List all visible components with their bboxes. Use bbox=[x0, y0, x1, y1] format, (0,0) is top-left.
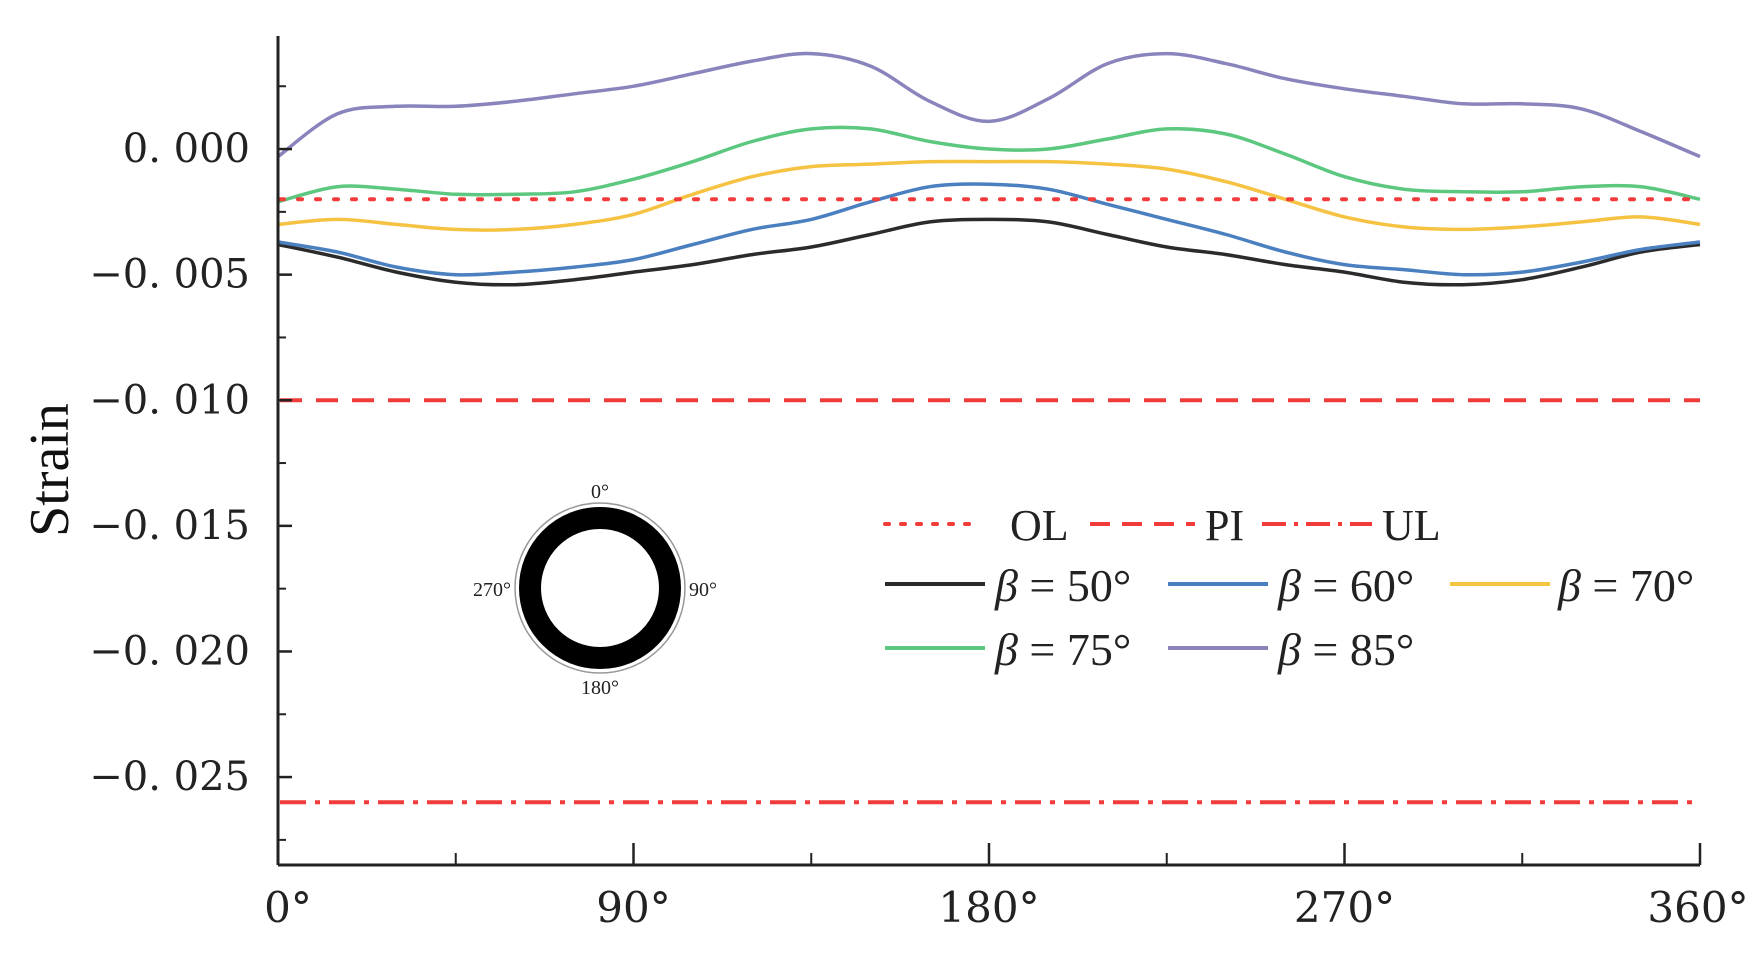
pipe-cross-section-inset: 0° 90° 180° 270° bbox=[473, 481, 717, 699]
legend-label-beta70: β = 70° bbox=[1557, 560, 1694, 611]
x-ticks: 0° 90° 180° 270° 360° bbox=[264, 843, 1749, 932]
inset-pipe-ring bbox=[519, 507, 681, 669]
x-tick-label: 90° bbox=[596, 883, 670, 932]
legend-label-beta75: β = 75° bbox=[994, 624, 1131, 675]
series-line-beta50 bbox=[277, 217, 1701, 287]
y-tick-label: −0. 015 bbox=[89, 503, 250, 549]
x-tick-label: 180° bbox=[938, 883, 1039, 932]
legend-label-ol: OL bbox=[1010, 501, 1069, 550]
y-tick-label: −0. 010 bbox=[89, 377, 250, 423]
inset-label-180: 180° bbox=[581, 677, 619, 699]
series-line-beta75 bbox=[277, 125, 1701, 204]
y-tick-label: −0. 020 bbox=[89, 628, 250, 674]
legend-label-beta60: β = 60° bbox=[1277, 560, 1414, 611]
inset-outer-circle bbox=[514, 502, 686, 674]
inset-label-90: 90° bbox=[689, 579, 717, 601]
y-axis-title: Strain bbox=[19, 403, 81, 537]
y-tick-label: −0. 005 bbox=[89, 252, 250, 298]
legend-label-ul: UL bbox=[1382, 501, 1441, 550]
legend: OL PI UL β = 50° β = 60° β = 70° β = 75°… bbox=[883, 501, 1694, 675]
y-tick-label: 0. 000 bbox=[123, 126, 250, 172]
series-line-beta85 bbox=[276, 51, 1701, 159]
y-tick-label: −0. 025 bbox=[89, 754, 250, 800]
plot-lines bbox=[276, 51, 1701, 287]
legend-label-beta50: β = 50° bbox=[994, 560, 1131, 611]
x-tick-label: 270° bbox=[1294, 883, 1395, 932]
x-tick-label: 360° bbox=[1647, 883, 1748, 932]
inset-label-0: 0° bbox=[591, 481, 609, 503]
series-line-beta60 bbox=[277, 182, 1701, 277]
legend-label-beta85: β = 85° bbox=[1277, 624, 1414, 675]
y-ticks: 0. 000 −0. 005 −0. 010 −0. 015 −0. 020 −0. 02… bbox=[89, 85, 292, 841]
reference-lines bbox=[278, 197, 1702, 805]
x-tick-label: 0° bbox=[264, 883, 312, 932]
inset-label-270: 270° bbox=[473, 579, 511, 601]
legend-label-pi: PI bbox=[1205, 501, 1244, 550]
series-line-beta70 bbox=[277, 159, 1701, 232]
